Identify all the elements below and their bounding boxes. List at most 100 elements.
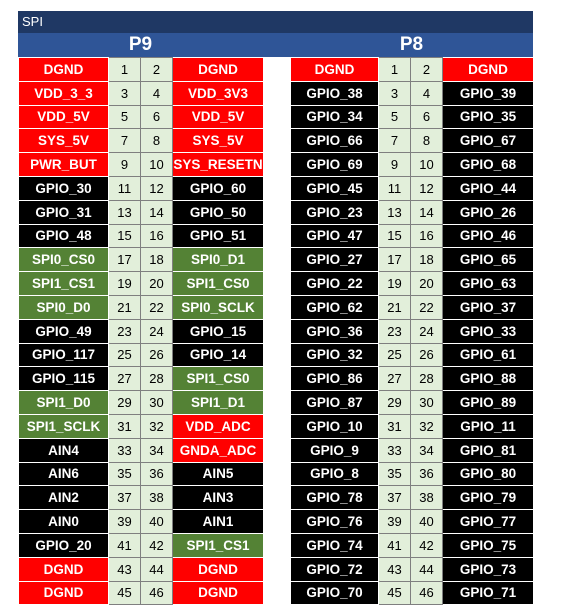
pin-label-right: GPIO_81 <box>442 437 534 463</box>
pin-label-left: SPI0_CS0 <box>18 247 109 273</box>
pin-number-left: 33 <box>108 437 141 463</box>
pin-label-left: SPI1_CS1 <box>18 271 109 296</box>
pin-label-right: GPIO_33 <box>442 318 534 344</box>
pin-label-left: DGND <box>18 556 109 582</box>
pin-row: GPIO_62 21 22 GPIO_37 <box>290 294 534 320</box>
pin-number-right: 24 <box>410 318 443 344</box>
header-bar <box>18 33 533 57</box>
pin-row: SPI1_CS1 19 20 SPI1_CS0 <box>18 271 264 296</box>
pin-number-left: 13 <box>108 199 141 225</box>
pin-number-left: 29 <box>378 390 411 415</box>
pin-number-left: 43 <box>108 556 141 582</box>
pin-label-left: AIN4 <box>18 437 109 463</box>
pin-label-left: VDD_5V <box>18 104 109 130</box>
pin-number-right: 16 <box>410 223 443 249</box>
pin-number-left: 9 <box>108 152 141 177</box>
pin-number-left: 21 <box>378 294 411 320</box>
pin-label-right: GPIO_67 <box>442 128 534 154</box>
pin-number-left: 9 <box>378 152 411 177</box>
pin-number-left: 41 <box>378 532 411 558</box>
pin-number-right: 22 <box>410 294 443 320</box>
pin-label-left: AIN0 <box>18 509 109 534</box>
pin-row: AIN2 37 38 AIN3 <box>18 485 264 511</box>
pin-label-left: SPI0_D0 <box>18 294 109 320</box>
pin-number-left: 15 <box>108 223 141 249</box>
pin-label-right: SPI1_CS1 <box>172 532 264 558</box>
pin-label-left: GPIO_62 <box>290 294 379 320</box>
pin-label-right: GPIO_14 <box>172 342 264 368</box>
pin-row: GPIO_9 33 34 GPIO_81 <box>290 437 534 463</box>
pin-label-right: AIN1 <box>172 509 264 534</box>
pin-number-right: 22 <box>140 294 173 320</box>
pin-label-right: GPIO_50 <box>172 199 264 225</box>
pin-number-right: 20 <box>410 271 443 296</box>
pin-label-right: GPIO_88 <box>442 366 534 392</box>
pin-label-right: SPI1_CS0 <box>172 366 264 392</box>
pin-number-right: 40 <box>140 509 173 534</box>
pin-label-left: GPIO_38 <box>290 80 379 106</box>
pin-number-left: 5 <box>108 104 141 130</box>
pin-number-right: 34 <box>410 437 443 463</box>
pin-label-right: DGND <box>172 57 264 82</box>
pin-number-left: 25 <box>378 342 411 368</box>
pin-number-right: 28 <box>140 366 173 392</box>
pin-label-right: GPIO_37 <box>442 294 534 320</box>
pin-row: AIN4 33 34 GNDA_ADC <box>18 437 264 463</box>
pin-label-left: SYS_5V <box>18 128 109 154</box>
pin-number-left: 19 <box>108 271 141 296</box>
pin-label-left: GPIO_69 <box>290 152 379 177</box>
pin-number-right: 8 <box>140 128 173 154</box>
pin-label-left: GPIO_20 <box>18 532 109 558</box>
p8-title: P8 <box>399 34 424 55</box>
pin-row: GPIO_87 29 30 GPIO_89 <box>290 390 534 415</box>
pin-label-left: GPIO_47 <box>290 223 379 249</box>
pin-label-right: SPI0_D1 <box>172 247 264 273</box>
pin-number-right: 42 <box>410 532 443 558</box>
pin-number-right: 30 <box>410 390 443 415</box>
pin-row: GPIO_78 37 38 GPIO_79 <box>290 485 534 511</box>
pin-number-right: 12 <box>410 175 443 201</box>
pin-number-left: 31 <box>378 413 411 439</box>
pin-label-left: GPIO_74 <box>290 532 379 558</box>
pin-number-right: 12 <box>140 175 173 201</box>
pin-label-right: GPIO_63 <box>442 271 534 296</box>
pin-row: GPIO_117 25 26 GPIO_14 <box>18 342 264 368</box>
pin-number-left: 23 <box>378 318 411 344</box>
pin-label-right: GPIO_79 <box>442 485 534 511</box>
pin-number-right: 38 <box>140 485 173 511</box>
pin-row: GPIO_72 43 44 GPIO_73 <box>290 556 534 582</box>
pin-number-right: 20 <box>140 271 173 296</box>
pin-row: GPIO_49 23 24 GPIO_15 <box>18 318 264 344</box>
pin-label-left: GPIO_76 <box>290 509 379 534</box>
pin-row: GPIO_38 3 4 GPIO_39 <box>290 80 534 106</box>
pin-row: GPIO_36 23 24 GPIO_33 <box>290 318 534 344</box>
pin-label-right: DGND <box>442 57 534 82</box>
pin-number-left: 11 <box>108 175 141 201</box>
pin-label-right: VDD_ADC <box>172 413 264 439</box>
pin-row: GPIO_74 41 42 GPIO_75 <box>290 532 534 558</box>
pin-label-right: GPIO_80 <box>442 461 534 487</box>
pin-row: VDD_5V 5 6 VDD_5V <box>18 104 264 130</box>
pin-row: PWR_BUT 9 10 SYS_RESETN <box>18 152 264 177</box>
pin-number-left: 23 <box>108 318 141 344</box>
pin-row: GPIO_10 31 32 GPIO_11 <box>290 413 534 439</box>
p9-pin-table: DGND 1 2 DGND VDD_3_3 3 4 VDD_3V3 VDD_5V 5 6 VDD_5V… <box>18 57 264 605</box>
pin-label-left: SPI1_D0 <box>18 390 109 415</box>
pin-number-left: 43 <box>378 556 411 582</box>
pin-label-right: GPIO_75 <box>442 532 534 558</box>
pin-number-right: 32 <box>140 413 173 439</box>
pin-label-left: VDD_3_3 <box>18 80 109 106</box>
pin-number-right: 26 <box>140 342 173 368</box>
pin-label-right: GPIO_26 <box>442 199 534 225</box>
pin-row: GPIO_20 41 42 SPI1_CS1 <box>18 532 264 558</box>
pin-label-left: SPI1_SCLK <box>18 413 109 439</box>
sheet-title: SPI <box>18 11 533 33</box>
pin-row: SPI1_SCLK 31 32 VDD_ADC <box>18 413 264 439</box>
pin-label-left: AIN6 <box>18 461 109 487</box>
p9-title: P9 <box>128 34 153 55</box>
pin-number-left: 39 <box>108 509 141 534</box>
p8-pin-table: DGND 1 2 DGND GPIO_38 3 4 GPIO_39 GPIO_34 5 6 GPIO_… <box>290 57 534 605</box>
pin-number-left: 13 <box>378 199 411 225</box>
pin-row: GPIO_31 13 14 GPIO_50 <box>18 199 264 225</box>
pin-number-left: 3 <box>108 80 141 106</box>
